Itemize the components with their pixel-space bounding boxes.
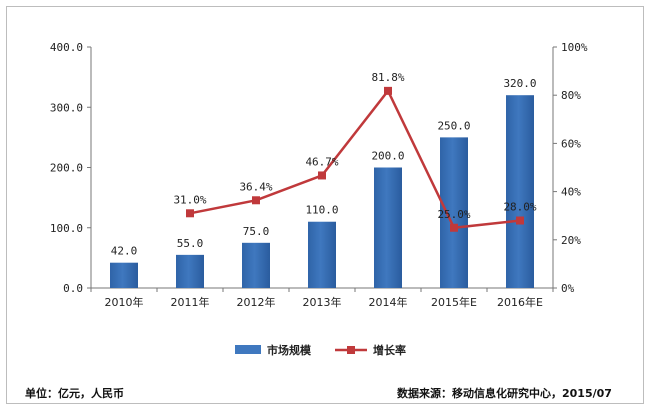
y-right-tick-label: 80% (561, 89, 581, 102)
growth-value-label: 28.0% (503, 201, 536, 214)
growth-marker (186, 209, 194, 218)
growth-value-label: 46.7% (305, 155, 338, 168)
x-tick-label: 2013年 (303, 295, 342, 309)
growth-marker (252, 196, 260, 205)
combo-chart: 0.0 100.0 200.0 300.0 400.0 0% 20% 40% 60% 80% 100… (50, 41, 588, 357)
bar (242, 242, 270, 288)
y-left-tick-label: 200.0 (50, 162, 83, 175)
bar (506, 95, 534, 288)
legend-line-marker (347, 346, 355, 354)
bar-value-label: 110.0 (305, 204, 338, 217)
bar-value-label: 55.0 (177, 237, 204, 250)
x-tick-label: 2011年 (171, 295, 210, 309)
bar (308, 221, 336, 288)
x-tick-label: 2014年 (369, 295, 408, 309)
y-right-tick-label: 40% (561, 186, 581, 199)
x-tick-label: 2010年 (105, 295, 144, 309)
legend-bar-swatch (235, 345, 261, 354)
x-tick-label: 2016年E (497, 295, 543, 309)
source-note: 数据来源：移动信息化研究中心，2015/07 (397, 387, 612, 400)
growth-marker (384, 86, 392, 95)
legend-line-label: 增长率 (373, 343, 406, 357)
y-left-tick-label: 100.0 (50, 222, 83, 235)
bar-value-label: 42.0 (111, 245, 138, 258)
y-right-tick-label: 60% (561, 137, 581, 150)
growth-marker (318, 171, 326, 180)
y-left-tick-label: 300.0 (50, 101, 83, 114)
growth-marker (450, 223, 458, 232)
y-right-tick-label: 20% (561, 234, 581, 247)
bar (440, 137, 468, 288)
legend-bar-label: 市场规模 (267, 343, 312, 357)
growth-value-label: 31.0% (173, 193, 206, 206)
growth-value-label: 81.8% (371, 71, 404, 84)
unit-note: 单位：亿元，人民币 (25, 387, 124, 400)
chart-frame: 0.0 100.0 200.0 300.0 400.0 0% 20% 40% 60% 80% 100… (6, 6, 644, 404)
growth-line (189, 88, 521, 230)
bar (374, 167, 402, 288)
bar-value-label: 250.0 (437, 119, 470, 132)
bar (176, 254, 204, 288)
bar-value-label: 75.0 (243, 225, 270, 238)
growth-value-label: 36.4% (239, 180, 272, 193)
y-left-tick-label: 0.0 (63, 282, 83, 295)
bar (110, 262, 138, 288)
bar-value-label: 200.0 (371, 150, 404, 163)
bar-value-label: 320.0 (503, 77, 536, 90)
y-left-tick-label: 400.0 (50, 41, 83, 54)
x-tick-label: 2015年E (431, 295, 477, 309)
growth-marker (516, 216, 524, 225)
y-right-tick-label: 0% (561, 282, 575, 295)
x-tick-label: 2012年 (237, 295, 276, 309)
y-right-tick-label: 100% (561, 41, 588, 54)
growth-value-label: 25.0% (437, 208, 470, 221)
